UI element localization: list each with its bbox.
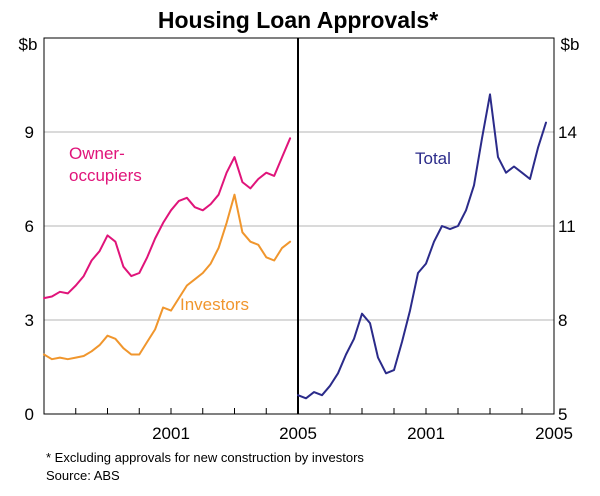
series-line-investors xyxy=(43,193,292,361)
chart-source: Source: ABS xyxy=(46,468,120,483)
series-line-owner-occupiers xyxy=(43,137,292,300)
x-tick-label-panel1-2001: 2001 xyxy=(152,424,190,443)
y-tick-label-panel2-8: 8 xyxy=(558,311,567,330)
y-tick-label-panel2-14: 14 xyxy=(558,123,577,142)
y-tick-label-panel2-5: 5 xyxy=(558,405,567,424)
x-tick-label-panel2-2005: 2005 xyxy=(535,424,573,443)
y-tick-label-panel2-11: 11 xyxy=(558,217,576,236)
y-tick-label-panel1-9: 9 xyxy=(25,123,34,142)
series-label-owner-occupiers: Owner-occupiers xyxy=(69,144,142,185)
unit-label-panel2: $b xyxy=(561,35,580,54)
x-tick-label-panel1-2005: 2005 xyxy=(279,424,317,443)
series-line-total xyxy=(297,93,547,400)
y-tick-label-panel1-3: 3 xyxy=(25,311,34,330)
x-tick-label-panel2-2001: 2001 xyxy=(407,424,445,443)
chart-title: Housing Loan Approvals* xyxy=(158,7,438,33)
chart-footnote: * Excluding approvals for new constructi… xyxy=(46,450,364,465)
y-tick-label-panel1-6: 6 xyxy=(25,217,34,236)
unit-label-panel1: $b xyxy=(19,35,38,54)
series-label-investors: Investors xyxy=(180,295,249,314)
series-label-total: Total xyxy=(415,149,451,168)
y-tick-label-panel1-0: 0 xyxy=(25,405,34,424)
